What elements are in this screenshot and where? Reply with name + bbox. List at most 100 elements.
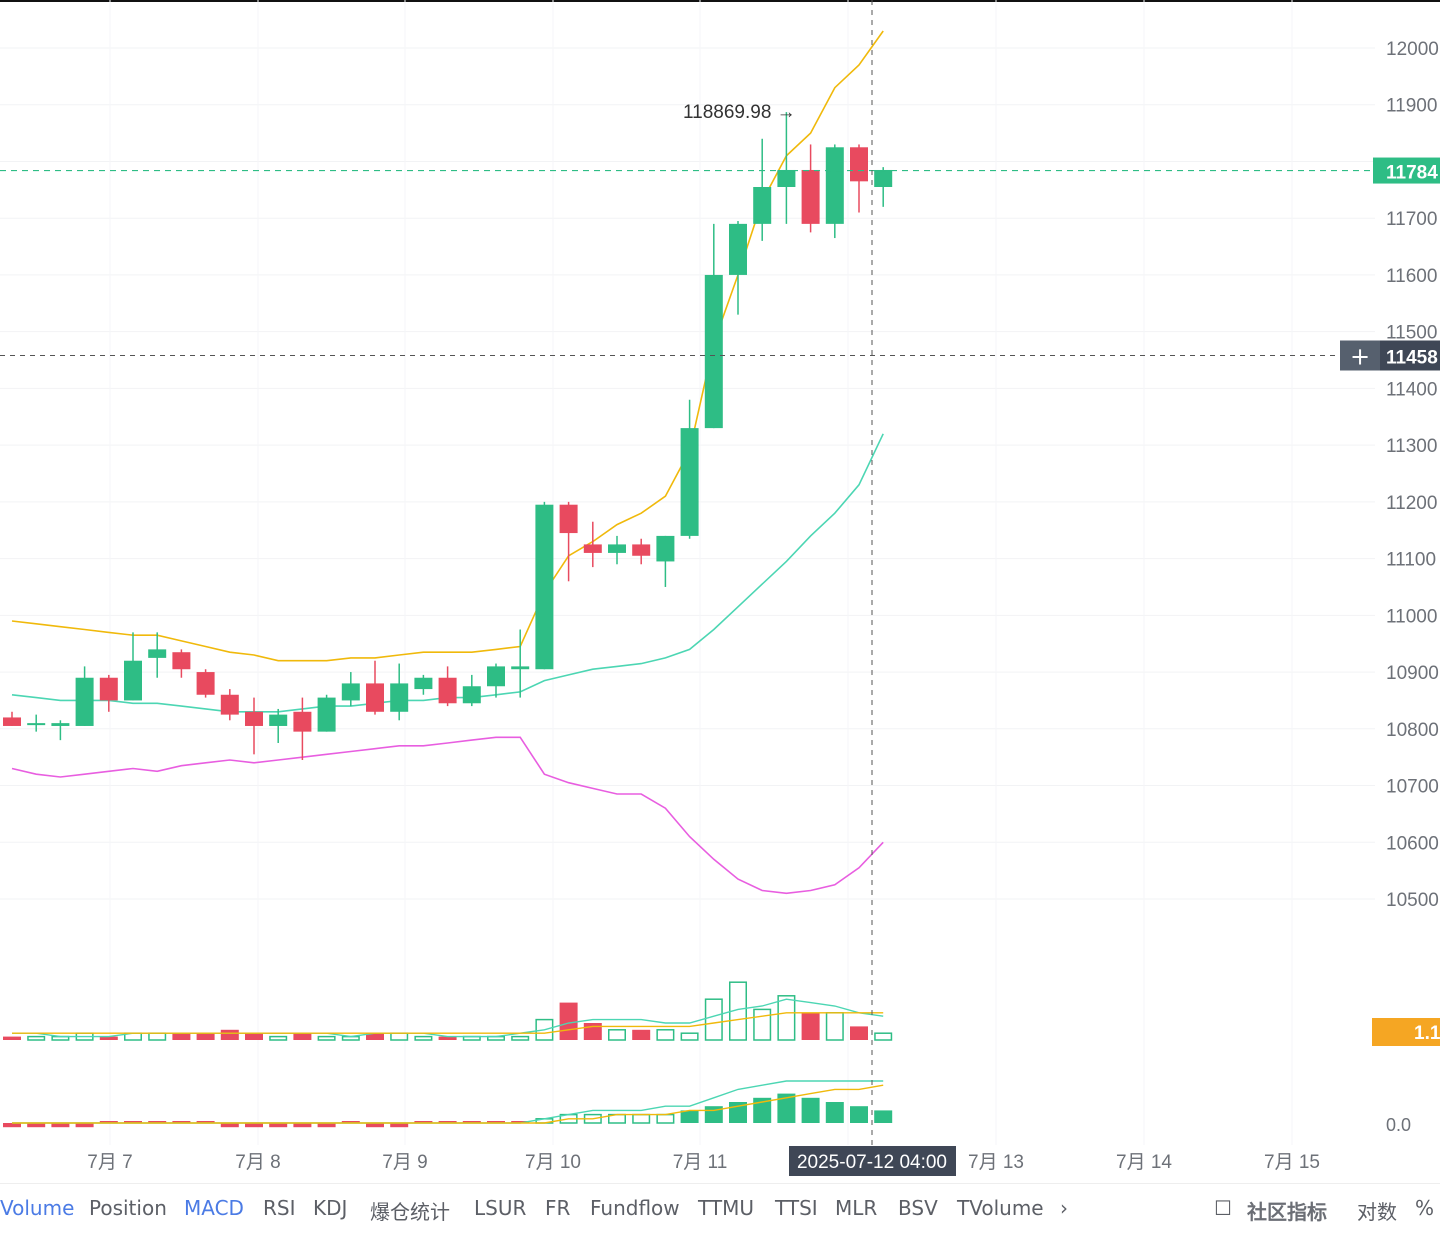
macd-bar xyxy=(27,1123,46,1128)
indicator-tab[interactable]: MACD xyxy=(184,1196,244,1220)
x-tick-label: 7月 14 xyxy=(1116,1152,1172,1173)
indicator-tab[interactable]: › xyxy=(1060,1196,1068,1220)
candle xyxy=(317,694,336,732)
crosshair-price-tag xyxy=(1380,340,1440,371)
candlestick-chart[interactable]: 12000 11900 11700 11600 11500 11400 11300 11200… xyxy=(0,0,1440,1186)
candle-body xyxy=(801,169,820,224)
candle-body xyxy=(172,652,191,670)
macd-bar xyxy=(124,1121,142,1123)
candle xyxy=(27,714,46,732)
candle xyxy=(487,663,505,698)
candle-body xyxy=(680,428,699,536)
y-tick-label: 10800 xyxy=(1386,720,1439,741)
candle-body xyxy=(51,723,70,726)
volume-tag xyxy=(1372,1018,1440,1046)
candle-body xyxy=(75,677,94,726)
indicator-tab[interactable]: BSV xyxy=(898,1196,938,1220)
indicator-tab[interactable]: Volume xyxy=(0,1196,75,1220)
volume-bar xyxy=(3,1036,21,1040)
candle xyxy=(825,144,844,239)
macd-bar xyxy=(414,1121,433,1123)
candle-body xyxy=(220,694,239,715)
high-price-annotation: 118869.98 → xyxy=(683,102,796,123)
y-tick-label: 11100 xyxy=(1386,550,1436,571)
crosshair-time-tag xyxy=(789,1146,956,1176)
volume-bar xyxy=(801,1012,820,1040)
boll-upper-line xyxy=(11,30,884,662)
macd-bar xyxy=(75,1123,94,1128)
macd-bar xyxy=(293,1123,312,1128)
indicator-tab[interactable]: TTMU xyxy=(698,1196,754,1220)
indicator-tab[interactable]: 爆仓统计 xyxy=(370,1200,450,1224)
candles[interactable] xyxy=(3,112,893,761)
macd-bar xyxy=(341,1121,360,1123)
volume-bar xyxy=(511,1035,530,1041)
candle-body xyxy=(511,666,530,670)
candle-body xyxy=(559,504,578,534)
indicator-tab[interactable]: RSI xyxy=(263,1196,296,1220)
macd-bar xyxy=(874,1110,893,1123)
candle xyxy=(366,660,384,715)
log-scale-button[interactable]: 对数 xyxy=(1357,1200,1397,1224)
candle xyxy=(801,144,820,233)
candle xyxy=(850,144,868,213)
candle-body xyxy=(535,504,554,670)
x-tick-label: 7月 15 xyxy=(1264,1152,1320,1173)
volume-ma-line xyxy=(12,1012,884,1034)
macd-bar xyxy=(777,1093,796,1123)
volume-pane xyxy=(3,981,893,1041)
candle xyxy=(559,501,578,582)
candle-body xyxy=(656,535,675,562)
candle xyxy=(196,669,215,698)
current-price-value: 11784 xyxy=(1386,163,1438,184)
candle-body xyxy=(704,274,723,429)
volume-bar xyxy=(293,1033,312,1040)
volume-bar xyxy=(704,998,723,1041)
bollinger-bands xyxy=(11,30,884,895)
indicator-tab[interactable]: Fundflow xyxy=(590,1196,680,1220)
macd-bar xyxy=(656,1113,675,1124)
macd-bar xyxy=(825,1102,844,1123)
macd-bar xyxy=(801,1097,820,1123)
volume-bar xyxy=(438,1036,457,1040)
x-tick-label: 7月 11 xyxy=(673,1152,728,1173)
indicator-tab[interactable]: LSUR xyxy=(474,1196,527,1220)
candle xyxy=(269,708,288,743)
candle xyxy=(656,535,675,587)
y-tick-label: 11200 xyxy=(1386,493,1437,514)
y-tick-label: 11400 xyxy=(1386,379,1437,400)
indicator-tab[interactable]: TTSI xyxy=(775,1196,818,1220)
candle xyxy=(511,629,530,698)
indicator-tab[interactable]: Position xyxy=(89,1196,167,1220)
indicator-tab[interactable]: MLR xyxy=(835,1196,878,1220)
volume-bar xyxy=(196,1033,215,1040)
macd-bar xyxy=(753,1097,772,1123)
y-tick-label: 11900 xyxy=(1386,96,1437,117)
candle xyxy=(51,720,70,741)
candle xyxy=(414,674,433,695)
candle xyxy=(608,535,626,565)
candle-body xyxy=(317,697,336,732)
x-tick-label: 7月 10 xyxy=(525,1152,581,1173)
macd-dea-line xyxy=(12,1084,884,1124)
candle-body xyxy=(753,186,772,224)
candle-body xyxy=(27,723,46,726)
x-tick-label: 7月 9 xyxy=(382,1152,427,1173)
candle-body xyxy=(341,683,360,701)
candle-body xyxy=(99,677,118,701)
axes: 12000 11900 11700 11600 11500 11400 11300 11200… xyxy=(0,39,1440,1173)
volume-bar xyxy=(559,1002,578,1040)
candle-body xyxy=(148,649,167,658)
indicator-tab[interactable]: KDJ xyxy=(313,1196,348,1220)
volume-bar xyxy=(608,1029,626,1041)
candle-body xyxy=(729,223,747,275)
indicator-tab[interactable]: FR xyxy=(545,1196,571,1220)
volume-bar xyxy=(317,1035,336,1041)
percent-scale-button[interactable]: % xyxy=(1415,1196,1435,1220)
candle xyxy=(245,697,263,755)
community-indicators-button[interactable]: 社区指标 xyxy=(1247,1200,1327,1224)
top-border xyxy=(0,0,1440,2)
crosshair-time-value: 2025-07-12 04:00 xyxy=(797,1152,947,1173)
indicator-tab[interactable]: TVolume xyxy=(957,1196,1044,1220)
edit-icon[interactable]: ☐ xyxy=(1214,1196,1232,1220)
